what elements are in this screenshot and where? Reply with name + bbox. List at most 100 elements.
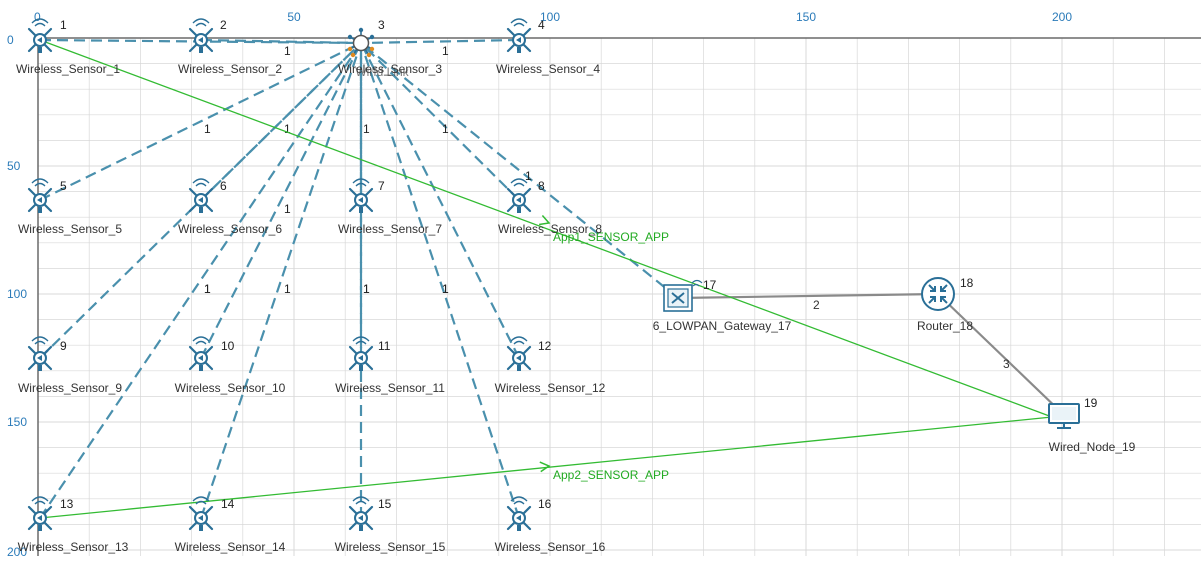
router-icon [921, 277, 955, 311]
wireless-link-16-3[interactable] [359, 42, 521, 519]
node-10[interactable]: 10 Wireless_Sensor_10 [175, 336, 286, 395]
wireless-link-label: 1 [442, 122, 449, 136]
sensor-icon [188, 178, 214, 213]
y-tick-label: 50 [7, 159, 21, 173]
sensor-icon [506, 18, 532, 53]
wireless-link-label: 1 [284, 202, 291, 216]
node-id-label: 19 [1084, 396, 1098, 410]
node-13[interactable]: 13 Wireless_Sensor_13 [18, 496, 129, 554]
node-4[interactable]: 4 Wireless_Sensor_4 [496, 18, 600, 76]
node-2[interactable]: 2 Wireless_Sensor_2 [178, 18, 282, 76]
node-name-label: Wireless_Sensor_2 [178, 62, 282, 76]
wireless-link-2-3[interactable] [200, 38, 362, 45]
sensor-icon [27, 178, 53, 213]
wireless-link-label: 1 [525, 169, 532, 183]
hub-sensor-icon [347, 27, 375, 58]
node-id-label: 13 [60, 497, 74, 511]
node-14[interactable]: 14 Wireless_Sensor_14 [175, 496, 286, 554]
sensor-icon [27, 18, 53, 53]
wireless-link-label: 1 [442, 282, 449, 296]
wireless-link-label: 1 [204, 122, 211, 136]
wired-link-17-18[interactable] [677, 292, 939, 300]
node-id-label: 5 [60, 179, 67, 193]
node-id-label: 8 [538, 179, 545, 193]
node-id-label: 1 [60, 18, 67, 32]
wireless-link-13-3[interactable] [39, 42, 362, 519]
node-id-label: 9 [60, 339, 67, 353]
node-id-label: 3 [378, 18, 385, 32]
node-id-label: 11 [378, 339, 391, 353]
node-name-label: Wireless_Sensor_1 [16, 62, 120, 76]
wireless-link-14-3[interactable] [199, 42, 363, 519]
node-16[interactable]: 16 Wireless_Sensor_16 [495, 496, 606, 554]
axis-ticks: 050100150200250300350400450050100150200 [7, 10, 1201, 559]
x-tick-label: 150 [796, 10, 816, 24]
gateway-icon [663, 279, 703, 312]
wired-link-18-19[interactable] [937, 293, 1065, 416]
wireless-link-4-3[interactable] [360, 38, 520, 45]
node-17[interactable]: 17 6_LOWPAN_Gateway_17 [653, 278, 792, 333]
node-id-label: 6 [220, 179, 227, 193]
node-id-label: 4 [538, 18, 545, 32]
node-id-label: 2 [220, 18, 227, 32]
node-1[interactable]: 1 Wireless_Sensor_1 [16, 18, 120, 76]
node-7[interactable]: 7 Wireless_Sensor_7 [338, 178, 442, 236]
node-name-label: Wireless_Sensor_12 [495, 381, 606, 395]
sensor-icon [348, 336, 374, 371]
wireless-link-label: 1 [284, 122, 291, 136]
node-5[interactable]: 5 Wireless_Sensor_5 [18, 178, 122, 236]
sensor-icon [188, 336, 214, 371]
app-flow-label: App1_SENSOR_APP [553, 230, 669, 244]
node-id-label: 15 [378, 497, 392, 511]
node-9[interactable]: 9 Wireless_Sensor_9 [18, 336, 122, 395]
node-overlay-label: Wirfd Link [355, 65, 409, 79]
node-name-label: Wireless_Sensor_10 [175, 381, 286, 395]
node-name-label: Wireless_Sensor_4 [496, 62, 600, 76]
node-name-label: Wireless_Sensor_5 [18, 222, 122, 236]
sensor-icon [348, 178, 374, 213]
wireless-link-12-3[interactable] [360, 42, 520, 359]
wireless-link-label: 1 [204, 282, 211, 296]
wireless-link-label: 1 [363, 282, 370, 296]
wireless-link-label: 1 [284, 44, 291, 58]
node-name-label: Wireless_Sensor_9 [18, 381, 122, 395]
node-id-label: 7 [378, 179, 385, 193]
x-tick-label: 200 [1052, 10, 1072, 24]
node-6[interactable]: 6 Wireless_Sensor_6 [178, 178, 282, 236]
node-name-label: Wireless_Sensor_8 [498, 222, 602, 236]
wireless-link-10-3[interactable] [200, 42, 362, 359]
node-id-label: 16 [538, 497, 552, 511]
node-12[interactable]: 12 Wireless_Sensor_12 [495, 336, 606, 395]
wireless-link-label: 1 [284, 282, 291, 296]
wireless-link-8-3[interactable] [360, 42, 520, 201]
app-flow-arrow-icon [538, 214, 551, 226]
sensor-icon [506, 496, 532, 531]
node-id-label: 14 [221, 497, 235, 511]
sensor-icon [188, 18, 214, 53]
wireless-link-label: 1 [442, 282, 449, 296]
wireless-link-label: 1 [363, 282, 370, 296]
y-tick-label: 100 [7, 287, 27, 301]
app-flow-label: App2_SENSOR_APP [553, 468, 669, 482]
node-name-label: Wireless_Sensor_6 [178, 222, 282, 236]
wireless-link-label: 1 [442, 44, 449, 58]
node-19[interactable]: 19 Wired_Node_19 [1048, 396, 1136, 454]
sensor-icon [506, 178, 532, 213]
node-8[interactable]: 8 Wireless_Sensor_8 [498, 178, 602, 236]
node-id-label: 12 [538, 339, 552, 353]
node-18[interactable]: 18 Router_18 [917, 276, 974, 333]
app-flow-line[interactable] [39, 39, 1053, 418]
wireless-link-5-3[interactable] [39, 42, 362, 201]
node-11[interactable]: 11 Wireless_Sensor_11 [335, 336, 445, 395]
node-name-label: Wireless_Sensor_13 [18, 540, 129, 554]
node-name-label: Wireless_Sensor_16 [495, 540, 606, 554]
node-name-label: Wireless_Sensor_11 [335, 381, 445, 395]
sensor-icon [188, 496, 214, 531]
node-15[interactable]: 15 Wireless_Sensor_15 [335, 496, 446, 554]
app-flow-arrow-icon [539, 461, 551, 473]
sensor-icon [348, 496, 374, 531]
